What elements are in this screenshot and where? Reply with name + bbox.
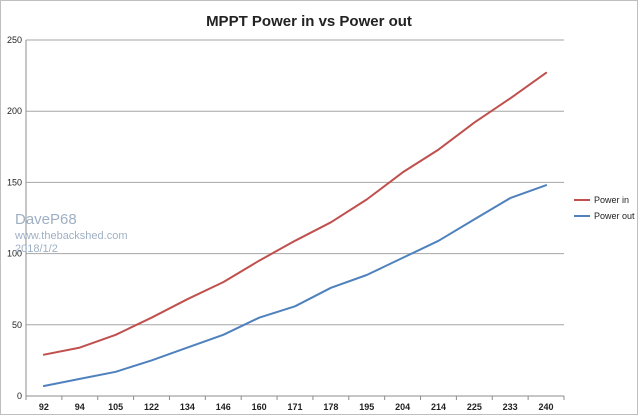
- y-tick-label: 200: [7, 106, 22, 116]
- x-tick-label: 195: [359, 402, 374, 412]
- x-tick-label: 233: [503, 402, 518, 412]
- legend-label: Power out: [594, 211, 635, 221]
- x-tick-label: 122: [144, 402, 159, 412]
- legend-label: Power in: [594, 195, 629, 205]
- x-tick-label: 171: [287, 402, 302, 412]
- series-line-power-out: [42, 184, 548, 387]
- x-tick-label: 146: [216, 402, 231, 412]
- watermark-date: 2018/1/2: [15, 243, 58, 255]
- gridlines: [26, 39, 564, 326]
- x-tick-label: 134: [180, 402, 195, 412]
- x-tick-labels: 92 94 105 122 134 146 160 171 178 195 204 214 225 233…: [39, 402, 554, 412]
- watermark: DaveP68 www.thebackshed.com 2018/1/2: [14, 211, 128, 255]
- series-lines: [42, 71, 548, 387]
- series-line-power-in: [42, 71, 548, 356]
- watermark-site: www.thebackshed.com: [14, 230, 128, 242]
- y-tick-labels: 0 50 100 150 200 250: [7, 35, 22, 401]
- y-tick-label: 150: [7, 177, 22, 187]
- x-tick-label: 178: [323, 402, 338, 412]
- x-tick-label: 92: [39, 402, 49, 412]
- x-tick-label: 160: [252, 402, 267, 412]
- watermark-author: DaveP68: [15, 211, 77, 228]
- x-tick-label: 204: [395, 402, 410, 412]
- chart-title: MPPT Power in vs Power out: [206, 13, 412, 30]
- y-tick-label: 250: [7, 35, 22, 45]
- x-tick-label: 94: [75, 402, 85, 412]
- x-tick-label: 225: [467, 402, 482, 412]
- legend: Power in Power out: [574, 195, 635, 221]
- x-tick-label: 240: [539, 402, 554, 412]
- x-tick-label: 105: [108, 402, 123, 412]
- y-tick-label: 0: [17, 391, 22, 401]
- y-tick-label: 100: [7, 249, 22, 259]
- x-tick-label: 214: [431, 402, 446, 412]
- y-tick-label: 50: [12, 320, 22, 330]
- axes: [25, 40, 565, 400]
